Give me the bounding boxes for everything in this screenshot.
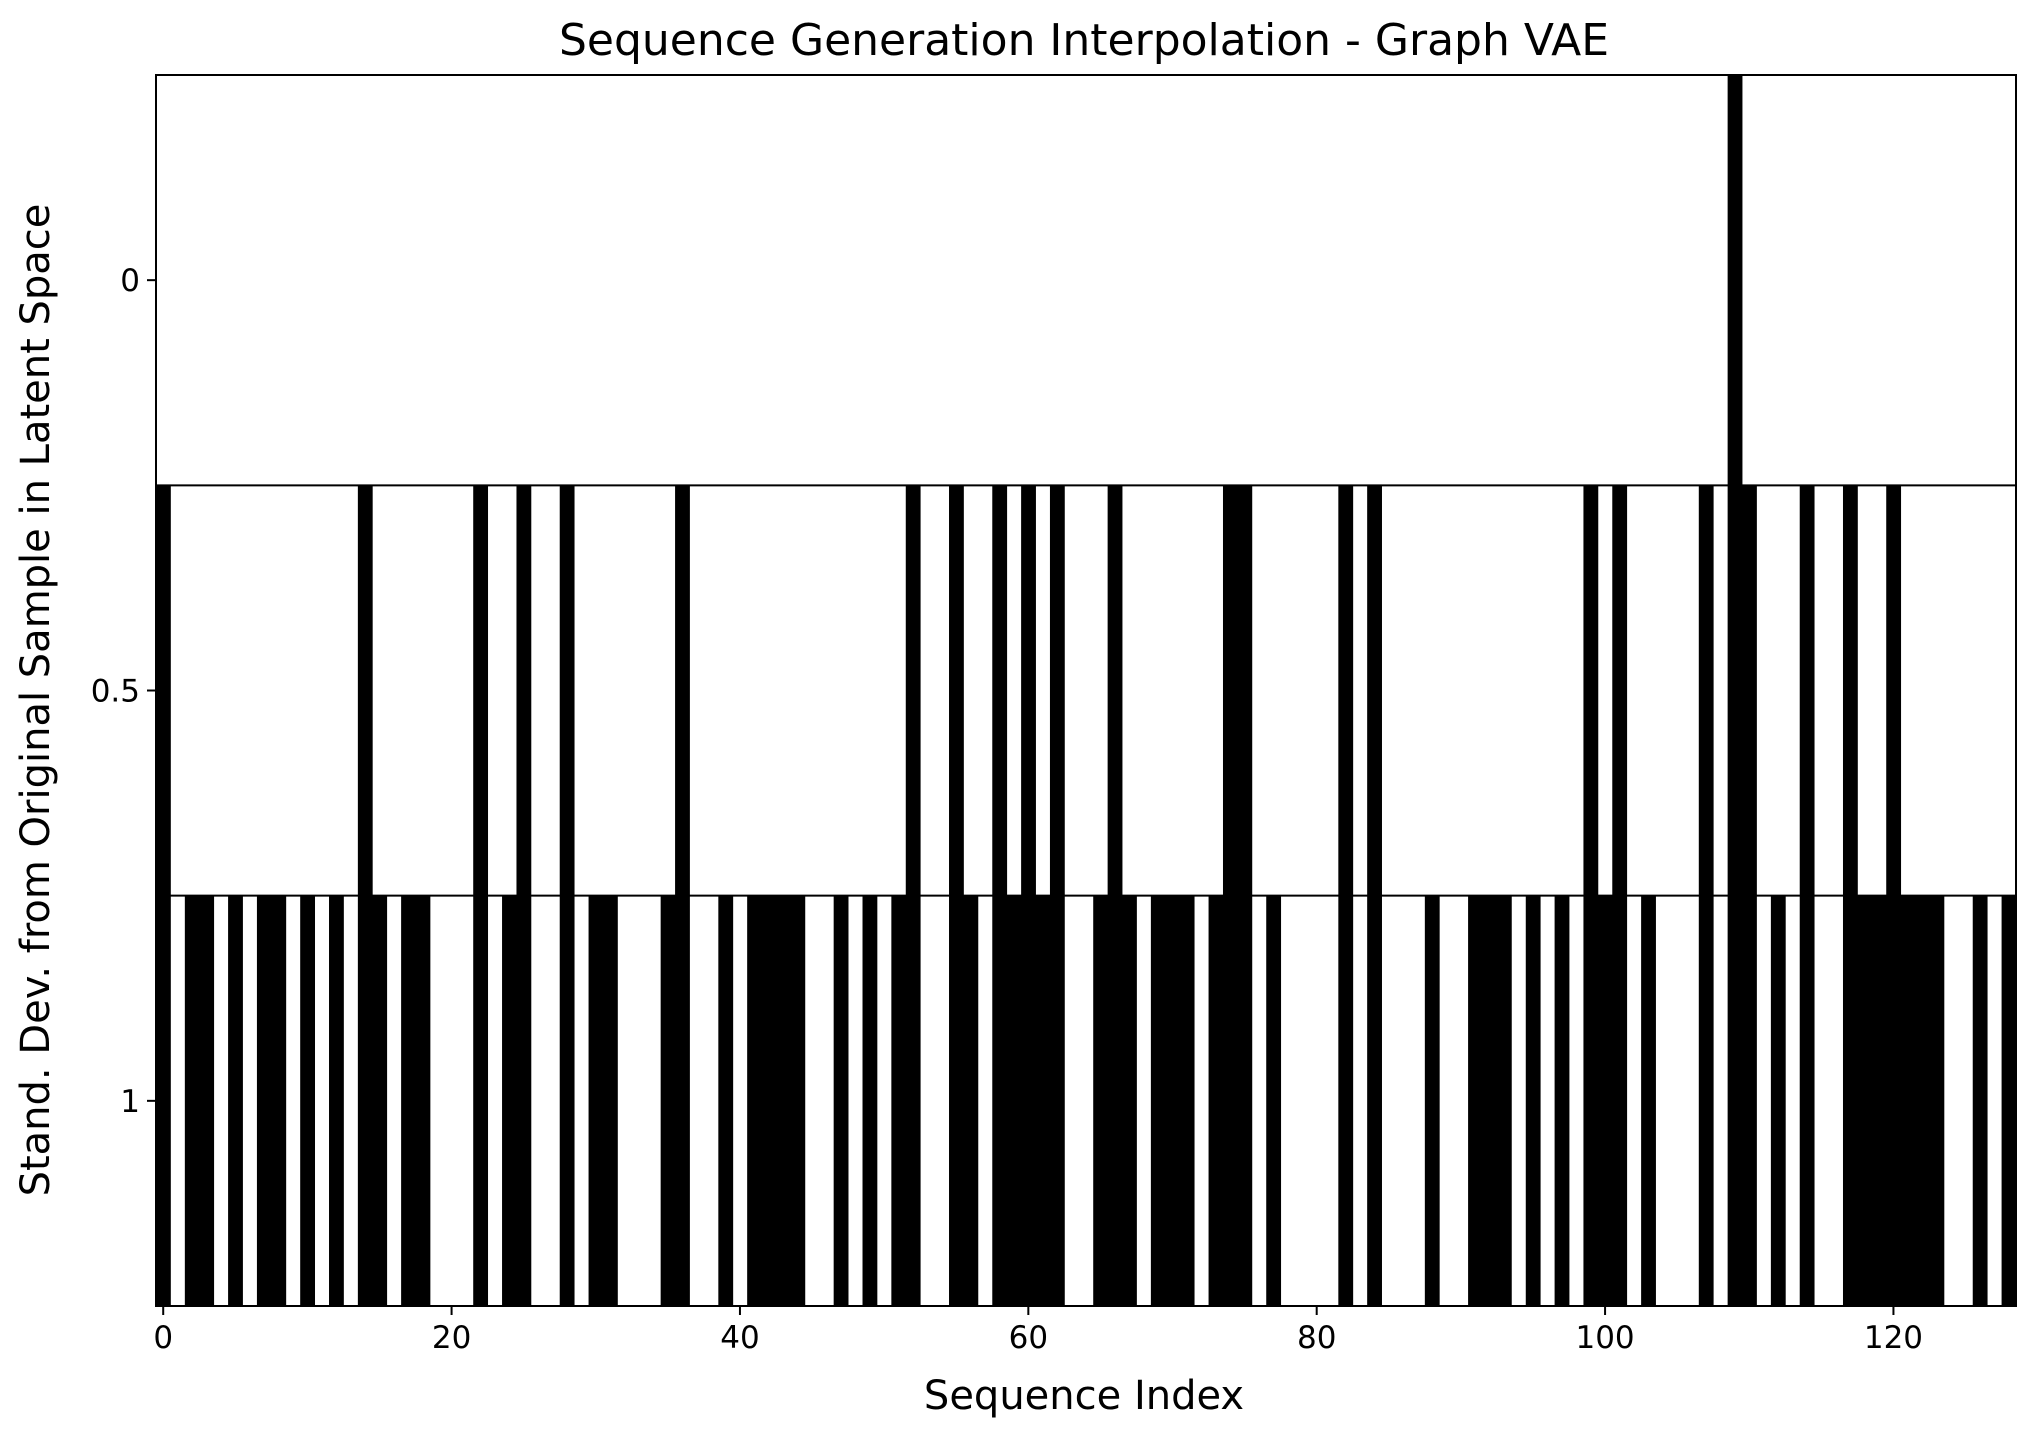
heatmap-cell (862, 895, 878, 1306)
heatmap-cell (473, 895, 489, 1306)
heatmap-cell (905, 485, 921, 896)
heatmap-cell (718, 895, 734, 1306)
heatmap-cell (1612, 485, 1628, 896)
heatmap-cell (1107, 485, 1123, 896)
heatmap-cell (1641, 895, 1656, 1306)
heatmap-cell (891, 895, 921, 1306)
heatmap-cell (228, 895, 243, 1306)
y-tick-label: 0.5 (91, 674, 140, 710)
heatmap-cell (1049, 485, 1065, 896)
heatmap-cell (1972, 895, 1988, 1306)
heatmap-cell (1886, 485, 1902, 896)
heatmap-cell (559, 485, 575, 896)
x-tick-label: 40 (720, 1320, 759, 1356)
heatmap-cell (1222, 485, 1253, 896)
heatmap-cell (747, 895, 806, 1306)
heatmap-cell (329, 895, 344, 1306)
heatmap-cell (1021, 485, 1036, 896)
heatmap-cell (1842, 895, 1945, 1306)
heatmap-cell (357, 895, 388, 1306)
heatmap-cell (1468, 895, 1512, 1306)
x-tick-label: 120 (1864, 1320, 1923, 1356)
heatmap-cell (1525, 895, 1541, 1306)
heatmap-cell (992, 895, 1065, 1306)
heatmap-cell (949, 895, 979, 1306)
heatmap-cell (256, 895, 287, 1306)
heatmap-cell (949, 485, 964, 896)
x-tick-label: 100 (1575, 1320, 1634, 1356)
heatmap-cell (1338, 895, 1354, 1306)
heatmap-cell (1338, 485, 1354, 896)
heatmap-cell (184, 895, 215, 1306)
heatmap-cell (1367, 485, 1382, 896)
heatmap-cell (473, 485, 489, 896)
heatmap-cell (1150, 895, 1195, 1306)
heatmap-cell (1698, 895, 1714, 1306)
x-tick-label: 20 (432, 1320, 471, 1356)
heatmap-cell (1093, 895, 1137, 1306)
heatmap-cell (1266, 895, 1282, 1306)
heatmap-cell (1424, 895, 1440, 1306)
heatmap-cell (1208, 895, 1253, 1306)
heatmap-cell (401, 895, 431, 1306)
x-axis-label: Sequence Index (924, 1373, 1244, 1419)
heatmap-cell (1799, 895, 1815, 1306)
heatmap-cell (1842, 485, 1858, 896)
heatmap-cell (1799, 485, 1815, 896)
x-axis-ticks: 0 20 40 60 80 100 120 (153, 1306, 1923, 1356)
heatmap-cell (1727, 485, 1757, 896)
y-tick-label: 0 (120, 263, 140, 299)
y-axis-label: Stand. Dev. from Original Sample in Late… (13, 204, 59, 1197)
heatmap-cell (357, 485, 373, 896)
x-tick-label: 0 (153, 1320, 173, 1356)
heatmap-cell (516, 485, 532, 896)
heatmap-cell (1770, 895, 1786, 1306)
heatmap-cell (833, 895, 849, 1306)
heatmap-cell (992, 485, 1008, 896)
heatmap-cell (2001, 895, 2017, 1306)
chart-title: Sequence Generation Interpolation - Grap… (559, 15, 1609, 66)
x-tick-label: 80 (1297, 1320, 1336, 1356)
heatmap-cell (1727, 895, 1757, 1306)
heatmap-cell (156, 895, 171, 1306)
heatmap-cell (675, 485, 690, 896)
plot-area (155, 74, 2017, 1307)
heatmap-cell (559, 895, 575, 1306)
heatmap-cell (1698, 485, 1714, 896)
heatmap-cell (1583, 895, 1628, 1306)
y-axis-ticks: 00.51 (91, 263, 156, 1120)
heatmap-cell (1367, 895, 1382, 1306)
heatmap-cell (300, 895, 316, 1306)
heatmap-cell (1583, 485, 1599, 896)
y-tick-label: 1 (120, 1084, 140, 1120)
heatmap-cell (588, 895, 618, 1306)
heatmap-cell (660, 895, 690, 1306)
heatmap-cell (1727, 75, 1743, 486)
x-tick-label: 60 (1009, 1320, 1048, 1356)
heatmap-cell (156, 485, 171, 896)
heatmap-cell (1554, 895, 1570, 1306)
heatmap-cell (502, 895, 532, 1306)
